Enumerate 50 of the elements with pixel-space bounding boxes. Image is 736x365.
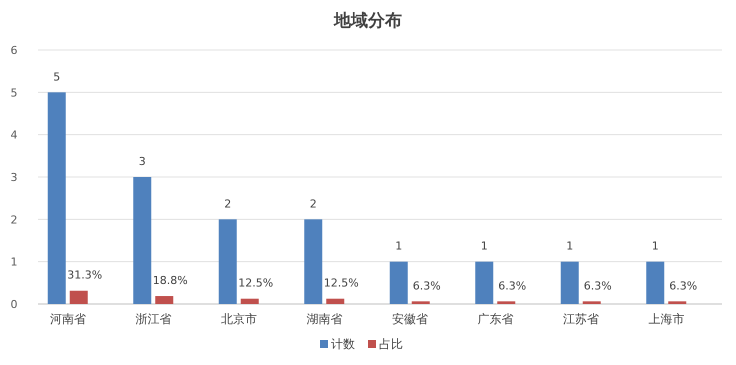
x-tick-label: 湖南省	[306, 312, 342, 326]
bar	[497, 301, 516, 304]
x-tick-label: 浙江省	[135, 312, 172, 326]
bar	[326, 298, 344, 304]
bar	[668, 301, 686, 304]
legend-label: 占比	[379, 337, 403, 351]
y-tick-label: 6	[10, 44, 18, 57]
x-tick-label: 江苏省	[562, 312, 599, 326]
data-label: 1	[395, 240, 402, 253]
bar	[70, 290, 88, 304]
chart-title: 地域分布	[333, 11, 402, 31]
y-tick-label: 2	[10, 213, 18, 226]
data-label: 5	[53, 70, 60, 84]
x-tick-label: 上海市	[648, 312, 684, 326]
y-tick-label: 3	[10, 171, 18, 184]
data-label: 6.3%	[498, 279, 526, 292]
x-tick-label: 河南省	[50, 312, 86, 326]
data-label: 2	[224, 197, 232, 210]
data-label: 12.5%	[238, 276, 274, 290]
x-tick-label: 北京市	[220, 312, 257, 326]
data-label: 6.3%	[669, 279, 698, 292]
data-label: 18.8%	[152, 274, 188, 288]
data-label: 1	[652, 240, 659, 253]
bar	[304, 219, 322, 304]
bar	[412, 301, 430, 304]
data-label: 3	[138, 155, 146, 168]
bar	[155, 296, 174, 304]
x-tick-label: 安徽省	[392, 312, 428, 326]
data-label: 1	[566, 240, 574, 253]
x-tick-label: 广东省	[477, 312, 514, 326]
bar	[560, 262, 579, 304]
bar	[390, 262, 408, 304]
data-label: 2	[310, 197, 317, 210]
bar	[475, 262, 494, 304]
data-label: 31.3%	[67, 268, 102, 282]
data-label: 12.5%	[324, 276, 359, 290]
y-tick-label: 1	[10, 256, 18, 269]
bar	[240, 298, 259, 304]
y-tick-label: 4	[10, 128, 18, 142]
bar	[133, 177, 152, 304]
data-label: 1	[480, 240, 488, 253]
bar	[582, 301, 601, 304]
bar	[218, 219, 237, 304]
data-label: 6.3%	[412, 279, 441, 292]
bar	[646, 262, 664, 304]
y-tick-label: 5	[10, 86, 18, 100]
y-tick-label: 0	[10, 298, 18, 311]
data-label: 6.3%	[584, 279, 612, 292]
bar	[48, 92, 66, 304]
legend-label: 计数	[331, 337, 355, 351]
